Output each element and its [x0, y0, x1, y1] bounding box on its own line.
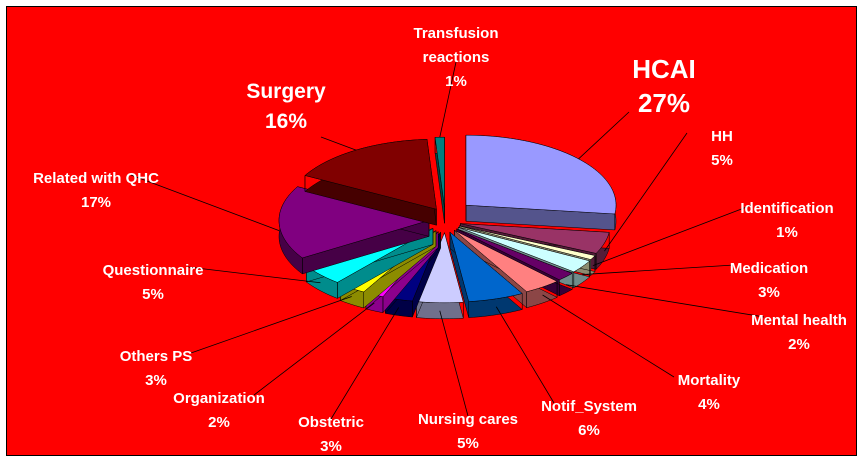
- leader-line: [604, 132, 688, 252]
- leader-line: [320, 136, 357, 151]
- slice-label: Questionnaire 5%: [103, 259, 204, 307]
- slice-top: [434, 136, 445, 208]
- slice-top: [449, 231, 523, 302]
- value-label: 3%: [758, 284, 780, 301]
- slice-label: Organization 2%: [173, 387, 265, 435]
- category-label: Questionnaire: [102, 262, 204, 279]
- value-label: 5%: [711, 152, 733, 169]
- leader-line: [439, 310, 469, 417]
- leader-line: [130, 174, 280, 231]
- value-label: 27%: [637, 88, 691, 118]
- pie-slice: [465, 134, 617, 231]
- leader-line: [495, 306, 555, 404]
- slice-label: Obstetric 3%: [298, 411, 364, 455]
- slice-label: Medication 3%: [730, 257, 808, 305]
- slice-top: [278, 186, 430, 259]
- leader-line: [190, 296, 352, 354]
- category-label: Transfusion reactions: [413, 25, 499, 66]
- slice-label: HCAI 27%: [632, 52, 696, 120]
- value-label: 16%: [264, 110, 308, 133]
- slice-top: [465, 134, 617, 215]
- slice-top: [454, 230, 558, 292]
- slice-label: Mental health 2%: [751, 309, 847, 357]
- category-label: Nursing cares: [417, 411, 519, 428]
- slice-label: Identification 1%: [740, 197, 833, 245]
- category-label: HH: [711, 128, 733, 145]
- value-label: 3%: [320, 438, 342, 455]
- leader-line: [578, 111, 630, 160]
- slice-top: [458, 226, 591, 273]
- leader-line: [592, 204, 753, 266]
- value-label: 5%: [457, 435, 479, 452]
- value-label: 2%: [788, 336, 810, 353]
- value-label: 17%: [80, 194, 112, 211]
- pie-slice: [304, 139, 437, 226]
- value-label: 5%: [142, 286, 164, 303]
- value-label: 1%: [445, 73, 467, 90]
- category-label: Mortality: [677, 372, 741, 389]
- category-label: Obstetric: [298, 414, 364, 431]
- value-label: 4%: [698, 396, 720, 413]
- category-label: Mental health: [751, 312, 847, 329]
- pie: [130, 61, 765, 420]
- slice-label: Notif_System 6%: [541, 395, 637, 443]
- slice-label: Nursing cares 5%: [417, 408, 519, 455]
- slice-top: [304, 139, 437, 210]
- pie-slice: [434, 136, 445, 224]
- slice-top: [416, 232, 464, 304]
- value-label: 3%: [145, 372, 167, 389]
- slice-label: Related with QHC 17%: [33, 167, 159, 215]
- slice-label: Transfusion reactions 1%: [401, 22, 511, 94]
- leader-line: [439, 61, 457, 138]
- slice-label: Surgery 16%: [246, 77, 325, 137]
- category-label: Related with QHC: [33, 170, 159, 187]
- leader-line: [187, 266, 321, 284]
- chart: HCAI 27% HH 5% Identification 1% Medication 3% M…: [6, 6, 857, 456]
- leader-line: [582, 264, 735, 275]
- category-label: HCAI: [632, 54, 696, 84]
- category-label: Surgery: [246, 80, 326, 103]
- slice-top: [460, 223, 610, 254]
- slice-label: Others PS 3%: [120, 345, 193, 393]
- leader-line: [565, 284, 765, 318]
- leader-line: [542, 294, 675, 378]
- pie-slice: [449, 231, 523, 318]
- slice-label: HH 5%: [711, 125, 733, 173]
- value-label: 2%: [208, 414, 230, 431]
- category-label: Others PS: [119, 348, 193, 365]
- slice-top: [459, 225, 596, 260]
- leader-line: [253, 302, 375, 396]
- pie-slice: [454, 229, 558, 309]
- value-label: 1%: [776, 224, 798, 241]
- slice-top: [456, 228, 573, 281]
- leader-line: [330, 307, 400, 420]
- category-label: Organization: [173, 390, 265, 407]
- slice-label: Mortality 4%: [678, 369, 741, 417]
- value-label: 6%: [578, 422, 600, 439]
- category-label: Identification: [740, 200, 834, 217]
- category-label: Notif_System: [541, 398, 637, 415]
- category-label: Medication: [729, 260, 809, 277]
